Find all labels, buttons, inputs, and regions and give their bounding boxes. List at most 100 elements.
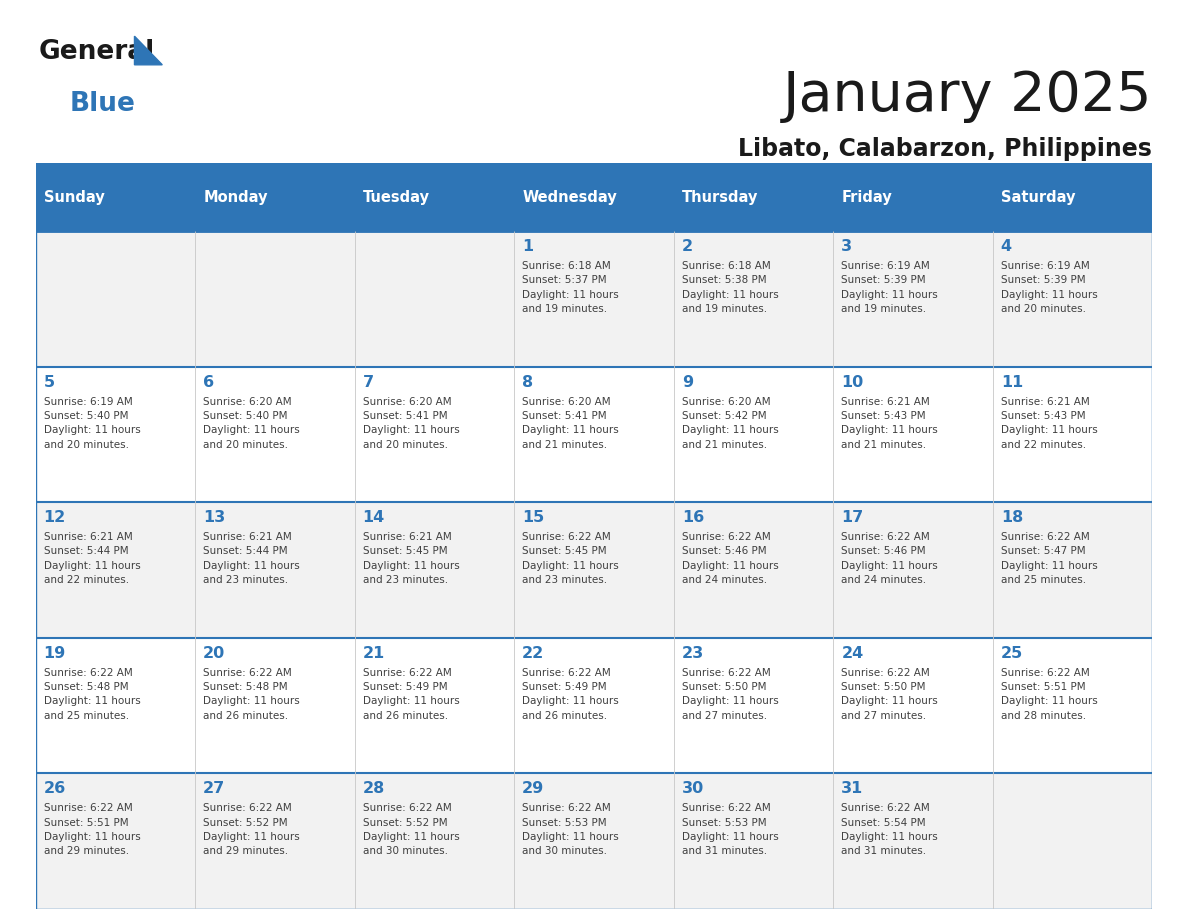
Text: Sunrise: 6:21 AM
Sunset: 5:43 PM
Daylight: 11 hours
and 22 minutes.: Sunrise: 6:21 AM Sunset: 5:43 PM Dayligh… <box>1000 397 1098 450</box>
Text: 10: 10 <box>841 375 864 390</box>
Text: 14: 14 <box>362 510 385 525</box>
Bar <box>195 231 355 366</box>
Text: Monday: Monday <box>203 190 267 205</box>
Text: 21: 21 <box>362 646 385 661</box>
Bar <box>833 163 993 231</box>
Text: Sunrise: 6:18 AM
Sunset: 5:38 PM
Daylight: 11 hours
and 19 minutes.: Sunrise: 6:18 AM Sunset: 5:38 PM Dayligh… <box>682 261 778 314</box>
Text: 6: 6 <box>203 375 214 390</box>
Bar <box>674 502 833 638</box>
Text: 24: 24 <box>841 646 864 661</box>
Bar <box>833 638 993 773</box>
Text: Sunrise: 6:22 AM
Sunset: 5:47 PM
Daylight: 11 hours
and 25 minutes.: Sunrise: 6:22 AM Sunset: 5:47 PM Dayligh… <box>1000 532 1098 586</box>
Bar <box>355 163 514 231</box>
Text: Sunrise: 6:21 AM
Sunset: 5:44 PM
Daylight: 11 hours
and 23 minutes.: Sunrise: 6:21 AM Sunset: 5:44 PM Dayligh… <box>203 532 299 586</box>
Text: Sunrise: 6:22 AM
Sunset: 5:51 PM
Daylight: 11 hours
and 28 minutes.: Sunrise: 6:22 AM Sunset: 5:51 PM Dayligh… <box>1000 667 1098 721</box>
Bar <box>195 773 355 909</box>
Text: 25: 25 <box>1000 646 1023 661</box>
Bar <box>833 231 993 366</box>
Bar <box>993 231 1152 366</box>
Text: Libato, Calabarzon, Philippines: Libato, Calabarzon, Philippines <box>739 137 1152 161</box>
Bar <box>833 502 993 638</box>
Text: 2: 2 <box>682 240 693 254</box>
Text: 30: 30 <box>682 781 704 797</box>
Text: Sunrise: 6:21 AM
Sunset: 5:44 PM
Daylight: 11 hours
and 22 minutes.: Sunrise: 6:21 AM Sunset: 5:44 PM Dayligh… <box>44 532 140 586</box>
Text: Tuesday: Tuesday <box>362 190 430 205</box>
Text: Sunrise: 6:22 AM
Sunset: 5:54 PM
Daylight: 11 hours
and 31 minutes.: Sunrise: 6:22 AM Sunset: 5:54 PM Dayligh… <box>841 803 939 856</box>
Text: Sunrise: 6:20 AM
Sunset: 5:41 PM
Daylight: 11 hours
and 20 minutes.: Sunrise: 6:20 AM Sunset: 5:41 PM Dayligh… <box>362 397 460 450</box>
Text: Sunday: Sunday <box>44 190 105 205</box>
Bar <box>514 773 674 909</box>
Text: 3: 3 <box>841 240 853 254</box>
Text: 29: 29 <box>523 781 544 797</box>
Text: 16: 16 <box>682 510 704 525</box>
Text: Sunrise: 6:22 AM
Sunset: 5:52 PM
Daylight: 11 hours
and 30 minutes.: Sunrise: 6:22 AM Sunset: 5:52 PM Dayligh… <box>362 803 460 856</box>
Bar <box>674 366 833 502</box>
Text: 15: 15 <box>523 510 544 525</box>
Text: 4: 4 <box>1000 240 1012 254</box>
Bar <box>674 638 833 773</box>
Text: Sunrise: 6:22 AM
Sunset: 5:46 PM
Daylight: 11 hours
and 24 minutes.: Sunrise: 6:22 AM Sunset: 5:46 PM Dayligh… <box>841 532 939 586</box>
Text: 8: 8 <box>523 375 533 390</box>
Text: Sunrise: 6:20 AM
Sunset: 5:41 PM
Daylight: 11 hours
and 21 minutes.: Sunrise: 6:20 AM Sunset: 5:41 PM Dayligh… <box>523 397 619 450</box>
Text: 1: 1 <box>523 240 533 254</box>
Text: Sunrise: 6:22 AM
Sunset: 5:53 PM
Daylight: 11 hours
and 30 minutes.: Sunrise: 6:22 AM Sunset: 5:53 PM Dayligh… <box>523 803 619 856</box>
Text: 12: 12 <box>44 510 65 525</box>
Bar <box>993 366 1152 502</box>
Text: 17: 17 <box>841 510 864 525</box>
Text: 20: 20 <box>203 646 226 661</box>
Text: Saturday: Saturday <box>1000 190 1075 205</box>
Text: Sunrise: 6:22 AM
Sunset: 5:48 PM
Daylight: 11 hours
and 25 minutes.: Sunrise: 6:22 AM Sunset: 5:48 PM Dayligh… <box>44 667 140 721</box>
Bar <box>355 502 514 638</box>
Text: Sunrise: 6:22 AM
Sunset: 5:53 PM
Daylight: 11 hours
and 31 minutes.: Sunrise: 6:22 AM Sunset: 5:53 PM Dayligh… <box>682 803 778 856</box>
Text: Wednesday: Wednesday <box>523 190 617 205</box>
Bar <box>355 231 514 366</box>
Text: Sunrise: 6:18 AM
Sunset: 5:37 PM
Daylight: 11 hours
and 19 minutes.: Sunrise: 6:18 AM Sunset: 5:37 PM Dayligh… <box>523 261 619 314</box>
Text: Sunrise: 6:20 AM
Sunset: 5:42 PM
Daylight: 11 hours
and 21 minutes.: Sunrise: 6:20 AM Sunset: 5:42 PM Dayligh… <box>682 397 778 450</box>
Text: 7: 7 <box>362 375 374 390</box>
Text: Sunrise: 6:22 AM
Sunset: 5:49 PM
Daylight: 11 hours
and 26 minutes.: Sunrise: 6:22 AM Sunset: 5:49 PM Dayligh… <box>523 667 619 721</box>
Bar <box>514 502 674 638</box>
Bar <box>674 163 833 231</box>
Bar <box>36 773 195 909</box>
Text: Sunrise: 6:22 AM
Sunset: 5:46 PM
Daylight: 11 hours
and 24 minutes.: Sunrise: 6:22 AM Sunset: 5:46 PM Dayligh… <box>682 532 778 586</box>
Text: January 2025: January 2025 <box>783 70 1152 123</box>
Bar <box>195 638 355 773</box>
Text: Sunrise: 6:19 AM
Sunset: 5:39 PM
Daylight: 11 hours
and 20 minutes.: Sunrise: 6:19 AM Sunset: 5:39 PM Dayligh… <box>1000 261 1098 314</box>
Bar <box>514 231 674 366</box>
Bar <box>993 502 1152 638</box>
Bar <box>674 231 833 366</box>
Text: Blue: Blue <box>70 91 135 118</box>
Text: Sunrise: 6:21 AM
Sunset: 5:45 PM
Daylight: 11 hours
and 23 minutes.: Sunrise: 6:21 AM Sunset: 5:45 PM Dayligh… <box>362 532 460 586</box>
Text: Sunrise: 6:19 AM
Sunset: 5:39 PM
Daylight: 11 hours
and 19 minutes.: Sunrise: 6:19 AM Sunset: 5:39 PM Dayligh… <box>841 261 939 314</box>
Bar <box>514 366 674 502</box>
Text: Sunrise: 6:22 AM
Sunset: 5:45 PM
Daylight: 11 hours
and 23 minutes.: Sunrise: 6:22 AM Sunset: 5:45 PM Dayligh… <box>523 532 619 586</box>
Bar <box>355 638 514 773</box>
Text: Thursday: Thursday <box>682 190 758 205</box>
Bar <box>993 163 1152 231</box>
Bar <box>355 773 514 909</box>
Bar <box>36 502 195 638</box>
Text: 11: 11 <box>1000 375 1023 390</box>
Text: Sunrise: 6:22 AM
Sunset: 5:48 PM
Daylight: 11 hours
and 26 minutes.: Sunrise: 6:22 AM Sunset: 5:48 PM Dayligh… <box>203 667 299 721</box>
Bar <box>36 163 195 231</box>
Polygon shape <box>134 36 163 65</box>
Text: 23: 23 <box>682 646 704 661</box>
Text: Sunrise: 6:22 AM
Sunset: 5:50 PM
Daylight: 11 hours
and 27 minutes.: Sunrise: 6:22 AM Sunset: 5:50 PM Dayligh… <box>841 667 939 721</box>
Text: Sunrise: 6:21 AM
Sunset: 5:43 PM
Daylight: 11 hours
and 21 minutes.: Sunrise: 6:21 AM Sunset: 5:43 PM Dayligh… <box>841 397 939 450</box>
Text: 22: 22 <box>523 646 544 661</box>
Text: Friday: Friday <box>841 190 892 205</box>
Bar <box>833 773 993 909</box>
Bar <box>355 366 514 502</box>
Bar <box>993 773 1152 909</box>
Text: 13: 13 <box>203 510 226 525</box>
Bar <box>195 502 355 638</box>
Text: Sunrise: 6:22 AM
Sunset: 5:51 PM
Daylight: 11 hours
and 29 minutes.: Sunrise: 6:22 AM Sunset: 5:51 PM Dayligh… <box>44 803 140 856</box>
Bar <box>514 638 674 773</box>
Bar <box>514 163 674 231</box>
Bar <box>36 231 195 366</box>
Bar <box>36 366 195 502</box>
Bar <box>674 773 833 909</box>
Text: 18: 18 <box>1000 510 1023 525</box>
Bar <box>833 366 993 502</box>
Text: Sunrise: 6:19 AM
Sunset: 5:40 PM
Daylight: 11 hours
and 20 minutes.: Sunrise: 6:19 AM Sunset: 5:40 PM Dayligh… <box>44 397 140 450</box>
